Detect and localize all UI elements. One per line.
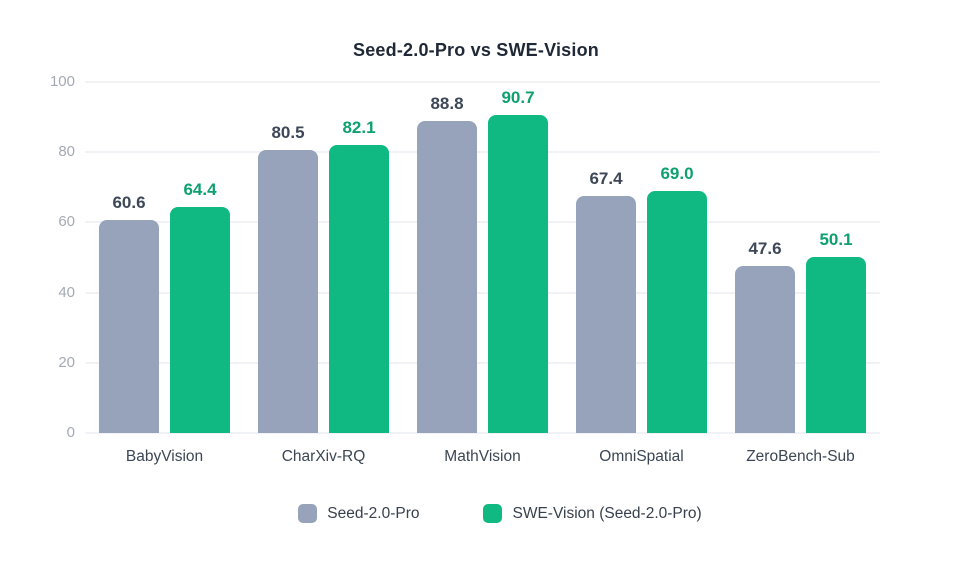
bar-value-label: 90.7 bbox=[501, 87, 535, 107]
bar bbox=[329, 144, 389, 433]
bar bbox=[488, 114, 548, 433]
x-axis-category-label: MathVision bbox=[444, 448, 521, 465]
bar-value-label: 67.4 bbox=[589, 169, 623, 189]
bar-wrap: 64.4 bbox=[170, 180, 230, 433]
bar-value-label: 47.6 bbox=[748, 238, 782, 258]
legend-item-label: Seed-2.0-Pro bbox=[327, 504, 420, 522]
y-axis-tick-label: 20 bbox=[58, 353, 75, 371]
legend-item: Seed-2.0-Pro bbox=[298, 504, 419, 523]
bar-value-label: 64.4 bbox=[183, 179, 217, 199]
y-axis-tick-label: 60 bbox=[58, 213, 75, 231]
bar-group-mathvision: 88.8 90.7 bbox=[403, 82, 562, 433]
gridline bbox=[85, 361, 880, 364]
plot-area: 0 20 40 60 80 100 60.6 64.4 80.5 82.1 88.8 90.7 67.4… bbox=[50, 73, 880, 441]
x-axis-category-label: BabyVision bbox=[125, 448, 204, 465]
bar-wrap: 88.8 bbox=[417, 94, 477, 433]
bar-group-zerobench-sub: 47.6 50.1 bbox=[721, 82, 880, 433]
bar-wrap: 80.5 bbox=[258, 123, 318, 433]
bar bbox=[735, 265, 795, 433]
bar-wrap: 50.1 bbox=[806, 230, 866, 433]
x-axis-labels: BabyVision CharXiv-RQ MathVision OmniSpatia… bbox=[85, 448, 880, 466]
bar-group-babyvision: 60.6 64.4 bbox=[85, 82, 244, 433]
chart-title: Seed-2.0-Pro vs SWE-Vision bbox=[353, 40, 599, 60]
x-axis-category-label: CharXiv-RQ bbox=[281, 448, 366, 465]
legend-item-label: SWE-Vision (Seed-2.0-Pro) bbox=[512, 504, 702, 522]
y-axis-tick-label: 80 bbox=[58, 143, 75, 161]
legend-swatch-icon bbox=[483, 504, 503, 523]
bar-groups: 60.6 64.4 80.5 82.1 88.8 90.7 67.4 69.0 47.6 50.1 bbox=[85, 82, 880, 433]
bar-wrap: 90.7 bbox=[488, 88, 548, 433]
bar bbox=[647, 190, 707, 433]
bar-value-label: 60.6 bbox=[112, 193, 146, 213]
gridline bbox=[85, 81, 880, 83]
bar-wrap: 82.1 bbox=[329, 118, 389, 433]
gridline bbox=[85, 432, 880, 434]
bar-value-label: 50.1 bbox=[819, 230, 853, 250]
bar bbox=[99, 220, 159, 433]
gridline bbox=[85, 221, 880, 224]
bar bbox=[170, 206, 230, 433]
bar-wrap: 69.0 bbox=[647, 164, 707, 433]
bar-wrap: 67.4 bbox=[576, 169, 636, 433]
bar-wrap: 47.6 bbox=[735, 239, 795, 433]
bar bbox=[806, 257, 866, 433]
y-axis-tick-label: 40 bbox=[58, 283, 75, 301]
gridline bbox=[85, 151, 880, 154]
bar-group-charxiv-rq: 80.5 82.1 bbox=[244, 82, 403, 433]
legend-swatch-icon bbox=[298, 504, 318, 523]
bar-group-omnispatial: 67.4 69.0 bbox=[562, 82, 721, 433]
bar bbox=[258, 150, 318, 433]
bar-value-label: 82.1 bbox=[342, 117, 376, 137]
bar-value-label: 80.5 bbox=[271, 123, 305, 143]
y-axis-tick-label: 100 bbox=[49, 73, 75, 90]
y-axis-tick-label: 0 bbox=[66, 424, 75, 441]
x-axis-category-label: OmniSpatial bbox=[599, 448, 684, 465]
gridline bbox=[85, 291, 880, 294]
bar bbox=[576, 196, 636, 433]
x-axis-category-label: ZeroBench-Sub bbox=[746, 448, 855, 465]
bar-wrap: 60.6 bbox=[99, 193, 159, 433]
bar-value-label: 69.0 bbox=[660, 163, 694, 183]
legend: Seed-2.0-Pro SWE-Vision (Seed-2.0-Pro) bbox=[0, 504, 960, 523]
bar bbox=[417, 121, 477, 433]
bar-value-label: 88.8 bbox=[430, 94, 464, 114]
legend-item: SWE-Vision (Seed-2.0-Pro) bbox=[483, 504, 702, 523]
